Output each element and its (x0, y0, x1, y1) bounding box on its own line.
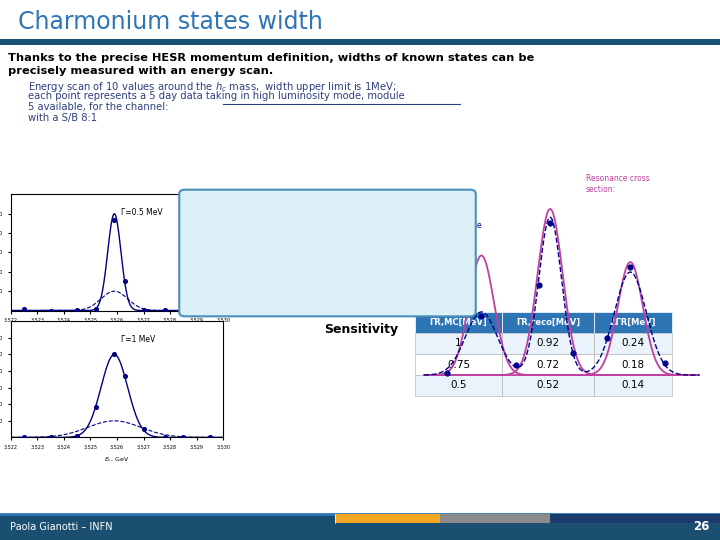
Point (510, 361, 521, 370)
Text: ΓR,reco[MeV]: ΓR,reco[MeV] (516, 318, 580, 327)
Bar (594, 333, 672, 354)
Point (18, 432, 30, 441)
Bar (440, 514, 550, 523)
Point (204, 305, 216, 314)
X-axis label: $E_c$, GeV: $E_c$, GeV (104, 456, 130, 464)
Text: with a S/B 8:1: with a S/B 8:1 (28, 113, 97, 123)
Bar (502, 333, 594, 354)
Text: Γ=1 MeV: Γ=1 MeV (121, 335, 156, 344)
Point (178, 306, 189, 315)
Point (71, 431, 83, 440)
Point (45, 433, 56, 442)
Bar (0, 39, 720, 45)
Bar (0, 514, 720, 540)
Point (120, 372, 131, 381)
Point (602, 334, 613, 343)
Text: 0.75: 0.75 (447, 360, 470, 369)
Point (109, 215, 120, 224)
Point (138, 424, 149, 433)
Text: Resonance cross
section:: Resonance cross section: (586, 174, 649, 194)
Text: Charmonium states width: Charmonium states width (18, 10, 323, 34)
Bar (415, 354, 502, 375)
Text: 0.18: 0.18 (621, 360, 644, 369)
Bar (502, 354, 594, 375)
Point (159, 433, 171, 442)
Bar (502, 312, 594, 333)
Text: Γ=0.5 MeV: Γ=0.5 MeV (121, 208, 163, 217)
Text: ΔΓR[MeV]: ΔΓR[MeV] (610, 318, 656, 327)
Point (45, 306, 56, 315)
Point (120, 276, 131, 285)
Text: Paola Gianotti – INFN: Paola Gianotti – INFN (10, 522, 112, 532)
Text: 0.5: 0.5 (450, 381, 467, 390)
Text: Sensitivity: Sensitivity (324, 323, 398, 336)
Point (533, 281, 544, 289)
Point (441, 368, 453, 377)
Text: δp/p 10⁻⁴ ⇒Γ  100 KeV: δp/p 10⁻⁴ ⇒Γ 100 KeV (193, 234, 325, 247)
Bar (594, 354, 672, 375)
Bar (415, 312, 502, 333)
Text: This holds for all known states in: This holds for all known states in (193, 202, 413, 215)
Bar (415, 333, 502, 354)
Point (178, 433, 189, 442)
Point (18, 304, 30, 313)
Text: 5 available, for the channel:: 5 available, for the channel: (28, 102, 168, 112)
Point (624, 262, 636, 271)
Point (90, 305, 102, 313)
Point (659, 359, 670, 367)
Bar (415, 375, 502, 396)
Text: Thanks to the precise HESR momentum definition, widths of known states can be: Thanks to the precise HESR momentum defi… (8, 53, 534, 63)
Bar (550, 514, 720, 523)
Text: 0.52: 0.52 (536, 381, 559, 390)
Text: 26: 26 (693, 521, 710, 534)
Bar (594, 375, 672, 396)
Text: precisely measured with an energy scan.: precisely measured with an energy scan. (8, 66, 274, 76)
Point (544, 219, 556, 228)
Point (476, 312, 487, 321)
Bar (335, 514, 440, 523)
Text: Energy scan of 10 values around the $h_c$ mass,  width upper limit is 1MeV;: Energy scan of 10 values around the $h_c… (28, 80, 397, 94)
Text: each point represents a 5 day data taking in high luminosity mode, module: each point represents a 5 day data takin… (28, 91, 405, 101)
Point (90, 402, 102, 411)
Point (138, 306, 149, 315)
Text: 0.24: 0.24 (621, 339, 644, 348)
Bar (502, 375, 594, 396)
Point (109, 350, 120, 359)
Bar (594, 312, 672, 333)
Text: 0.72: 0.72 (536, 360, 559, 369)
Text: 0.14: 0.14 (621, 381, 644, 390)
Point (204, 433, 216, 441)
Text: ΓR,MC[MeV]: ΓR,MC[MeV] (430, 318, 487, 327)
Point (159, 306, 171, 315)
Text: 1: 1 (455, 339, 462, 348)
Text: Measured rate: Measured rate (426, 221, 481, 230)
Text: δp/p 10⁻⁵ ⇒ Γ  10 KeV: δp/p 10⁻⁵ ⇒ Γ 10 KeV (193, 250, 321, 263)
Text: 0.92: 0.92 (536, 339, 559, 348)
Text: the charmonium region: the charmonium region (193, 218, 348, 231)
Point (567, 349, 579, 357)
Point (71, 306, 83, 315)
